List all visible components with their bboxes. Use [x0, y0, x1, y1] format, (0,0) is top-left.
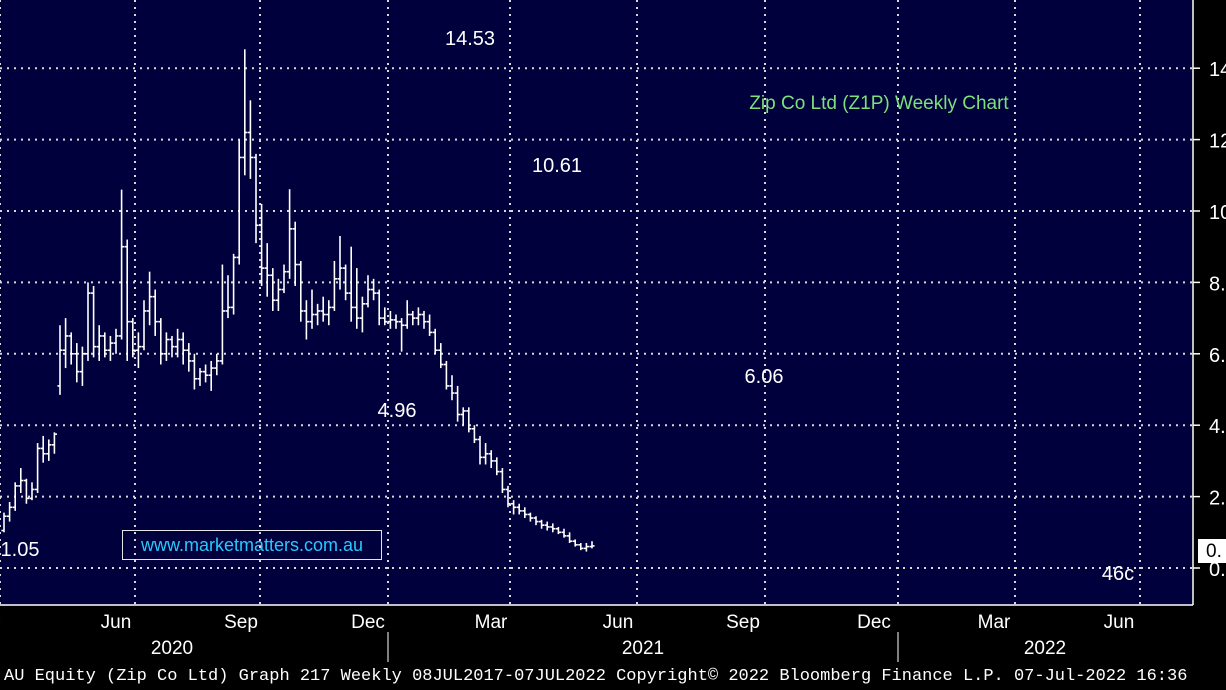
- x-month-label: Jun: [101, 612, 132, 633]
- x-month-label: Jun: [603, 612, 634, 633]
- x-month-label: Sep: [224, 612, 258, 633]
- x-year-label: 2022: [1024, 638, 1066, 659]
- x-month-label: Sep: [726, 612, 760, 633]
- x-axis-band: [0, 606, 1226, 664]
- y-tick-label: 12: [1209, 131, 1226, 153]
- y-tick-label: 10: [1209, 202, 1226, 224]
- y-tick-label: 4.: [1209, 416, 1226, 438]
- y-tick-label: 0.: [1209, 559, 1226, 581]
- price-annotation: 14.53: [445, 28, 495, 50]
- bloomberg-footer: AU Equity (Zip Co Ltd) Graph 217 Weekly …: [4, 667, 1188, 686]
- price-annotation: 46c: [1102, 563, 1134, 585]
- price-annotation: 10.61: [532, 155, 582, 177]
- plot-area: [0, 0, 1192, 605]
- x-month-label: Mar: [978, 612, 1011, 633]
- y-tick-label: 6.: [1209, 345, 1226, 367]
- price-annotation: 4.96: [378, 400, 417, 422]
- price-annotation: 1.05: [1, 539, 40, 561]
- y-tick-label: 14: [1209, 59, 1226, 81]
- y-tick-label: 8.: [1209, 273, 1226, 295]
- marketmatters-watermark[interactable]: www.marketmatters.com.au: [122, 530, 382, 560]
- x-month-label: Jun: [1104, 612, 1135, 633]
- x-month-label: Dec: [857, 612, 891, 633]
- last-price-tag: [1198, 539, 1226, 563]
- x-year-label: 2021: [622, 638, 664, 659]
- x-year-label: 2020: [151, 638, 193, 659]
- x-month-label: Dec: [351, 612, 385, 633]
- x-month-label: Mar: [475, 612, 508, 633]
- price-chart: 14 12 10 8. 6. 4. 2. 0. Jun Sep Dec Mar Jun Sep Dec Mar…: [0, 0, 1226, 664]
- chart-title: Zip Co Ltd (Z1P) Weekly Chart: [749, 93, 1009, 114]
- last-price-label: 0.: [1206, 541, 1222, 562]
- price-annotation: 6.06: [745, 366, 784, 388]
- y-tick-label: 2.: [1209, 488, 1226, 510]
